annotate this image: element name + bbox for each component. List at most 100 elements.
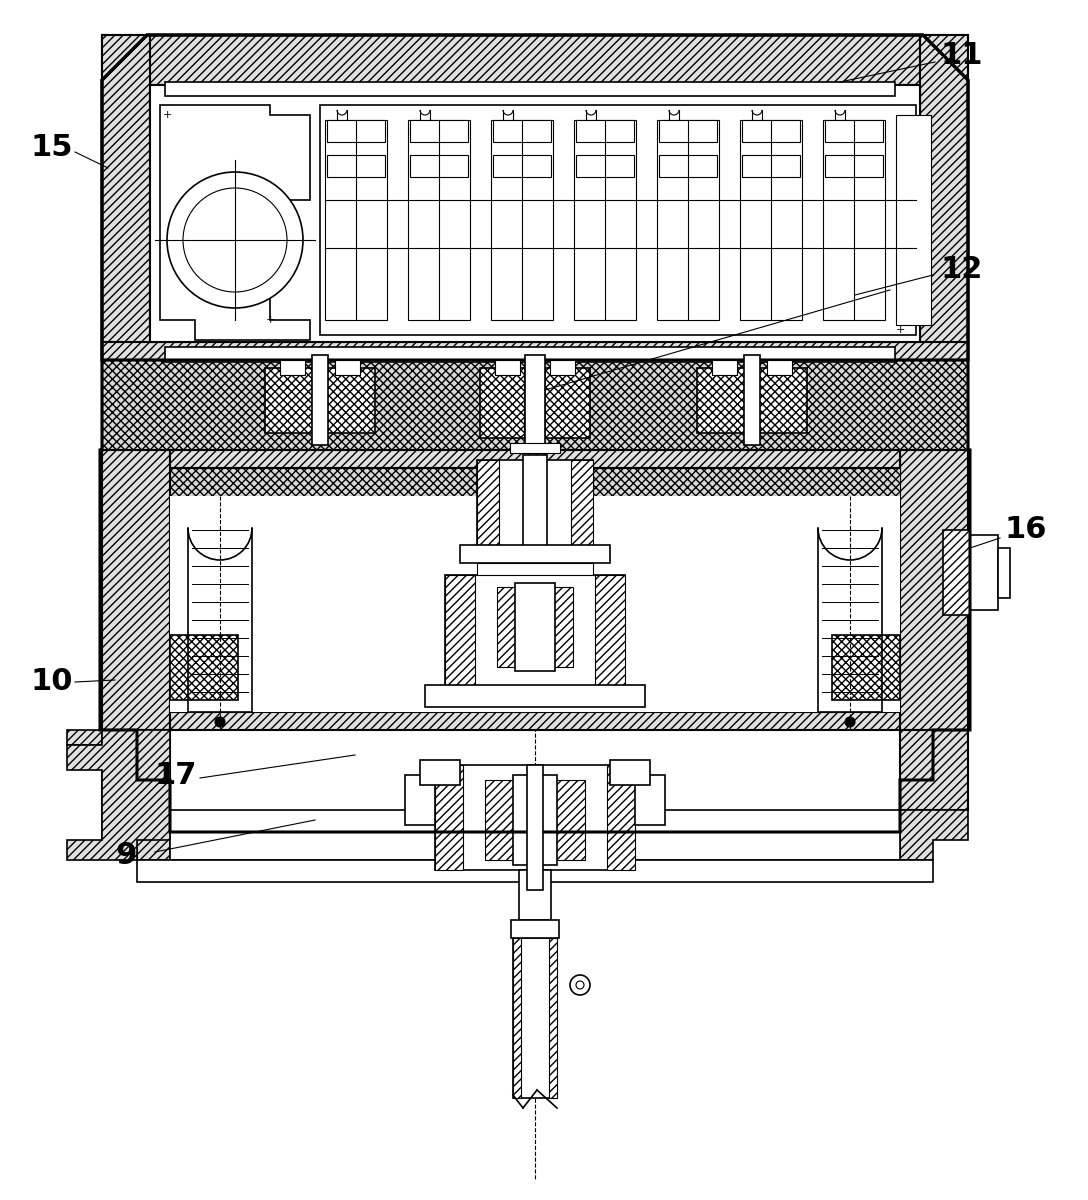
Bar — [635, 775, 665, 826]
Bar — [545, 368, 590, 438]
Bar — [576, 120, 634, 142]
Bar — [519, 870, 551, 920]
Bar — [137, 860, 934, 882]
Bar — [445, 575, 625, 690]
Bar — [657, 120, 719, 320]
Bar — [435, 766, 463, 870]
Text: 11: 11 — [940, 41, 982, 70]
Circle shape — [576, 982, 584, 989]
Bar — [460, 545, 610, 563]
Bar — [265, 368, 316, 433]
Circle shape — [845, 716, 855, 727]
Bar — [497, 587, 573, 667]
Bar — [280, 360, 305, 374]
Bar — [571, 460, 593, 550]
Bar — [477, 563, 593, 575]
Bar — [897, 115, 931, 325]
Bar — [757, 368, 807, 433]
Bar — [102, 35, 150, 360]
Bar — [480, 368, 526, 438]
Bar — [495, 360, 520, 374]
Bar — [511, 920, 559, 938]
Bar — [491, 120, 553, 320]
Polygon shape — [900, 810, 968, 860]
Circle shape — [166, 172, 302, 308]
Bar — [659, 120, 717, 142]
Polygon shape — [67, 730, 102, 745]
Bar — [832, 635, 900, 700]
Bar — [325, 120, 387, 320]
Bar — [485, 780, 585, 860]
Bar — [943, 530, 970, 614]
Bar — [920, 35, 968, 360]
Bar — [327, 120, 385, 142]
Text: +: + — [895, 325, 905, 335]
Bar — [493, 120, 551, 142]
Bar — [170, 468, 900, 496]
Bar — [744, 355, 761, 445]
Bar — [102, 360, 968, 450]
Bar — [526, 355, 545, 450]
Bar — [576, 155, 634, 176]
Bar — [327, 155, 385, 176]
Bar — [740, 120, 802, 320]
Bar — [312, 355, 327, 445]
Bar — [408, 120, 470, 320]
Bar — [595, 575, 625, 690]
Bar — [420, 760, 460, 785]
Bar — [823, 120, 885, 320]
Bar — [742, 120, 800, 142]
Bar — [102, 730, 170, 810]
Bar — [170, 635, 238, 700]
Circle shape — [215, 716, 225, 727]
Bar — [425, 685, 645, 707]
Polygon shape — [102, 810, 170, 860]
Bar — [170, 496, 900, 712]
Bar — [825, 155, 883, 176]
Bar — [102, 450, 170, 730]
Text: 16: 16 — [1005, 516, 1048, 545]
Bar — [767, 360, 792, 374]
Bar — [514, 938, 521, 1098]
Bar — [170, 450, 900, 468]
Bar — [549, 938, 557, 1098]
Bar — [170, 810, 900, 860]
Circle shape — [183, 188, 287, 292]
Bar — [405, 775, 435, 826]
Bar — [435, 766, 635, 870]
Text: 9: 9 — [115, 840, 136, 870]
Text: 12: 12 — [940, 256, 982, 284]
Polygon shape — [67, 730, 170, 860]
Bar — [900, 450, 968, 730]
Bar — [445, 575, 475, 690]
Text: 10: 10 — [30, 667, 73, 696]
Bar — [514, 775, 557, 865]
Bar — [335, 360, 360, 374]
Bar — [165, 82, 895, 96]
Bar — [515, 583, 555, 671]
Text: 15: 15 — [30, 133, 73, 162]
Bar — [325, 368, 375, 433]
Bar — [697, 368, 747, 433]
Bar — [610, 760, 650, 785]
Bar — [410, 120, 468, 142]
Polygon shape — [160, 104, 310, 340]
Bar — [551, 360, 574, 374]
Bar — [659, 155, 717, 176]
Bar — [165, 347, 895, 362]
Text: +: + — [162, 110, 172, 120]
Bar — [170, 712, 900, 730]
Bar — [574, 120, 636, 320]
Bar — [523, 455, 547, 554]
Bar — [510, 443, 560, 452]
Bar — [825, 120, 883, 142]
Bar — [150, 85, 920, 342]
Bar — [998, 548, 1010, 598]
Bar — [477, 460, 593, 550]
Text: +: + — [265, 314, 274, 325]
Text: 17: 17 — [154, 761, 197, 790]
Bar — [712, 360, 737, 374]
Bar — [900, 730, 968, 810]
Bar — [410, 155, 468, 176]
Bar — [527, 766, 543, 890]
